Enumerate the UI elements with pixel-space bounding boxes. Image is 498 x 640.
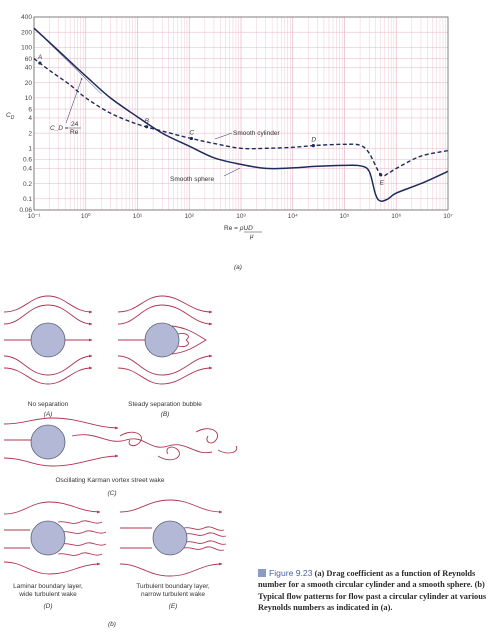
caption-d-1: Laminar boundary layer,: [13, 583, 83, 590]
y-tick-label: 40: [25, 65, 33, 72]
cylinder-leader: [214, 132, 233, 140]
letter-e: (E): [169, 603, 178, 610]
panel-a-label: (a): [234, 264, 242, 271]
flow-panel-b: [117, 295, 213, 385]
plot-frame: [33, 16, 449, 211]
y-tick-label: 6: [28, 106, 32, 113]
flow-panel-d: [3, 501, 107, 575]
annotation-label: E: [380, 180, 385, 187]
x-tick-label: 10¹: [133, 213, 143, 220]
y-tick-label: 60: [25, 56, 33, 63]
annotation-point: [311, 143, 315, 148]
stokes-leader: [65, 77, 83, 124]
x-tick-label: 10⁷: [443, 213, 453, 220]
annotation-point: [38, 61, 42, 65]
sphere-leader: [223, 167, 241, 177]
x-tick-label: 10⁰: [81, 212, 91, 220]
annotation-label: D: [311, 137, 316, 144]
y-tick-label: 0.4: [23, 166, 32, 173]
x-tick-label: 10²: [185, 213, 195, 220]
stokes-den: Re: [70, 129, 79, 136]
caption-square-icon: [258, 569, 266, 577]
caption-d-2: wide turbulent wake: [18, 591, 77, 598]
cylinder-body: [144, 322, 180, 358]
y-tick-label: 0.2: [23, 181, 32, 188]
caption-e-2: narrow turbulent wake: [141, 591, 205, 598]
cylinder-body: [152, 520, 188, 556]
y-tick-labels: 400 200 100 60 40 20 10 6 4 2 1 0.6 0.4 0.2 0.1 0.06: [19, 14, 32, 214]
cylinder-body: [30, 322, 66, 358]
caption-c: Oscillating Karman vortex street wake: [55, 477, 164, 484]
stokes-lhs: C_D =: [50, 125, 69, 132]
y-tick-label: 0.1: [23, 196, 32, 203]
figure-caption: Figure 9.23 (a) Drag coefficient as a fu…: [258, 568, 494, 614]
y-tick-label: 100: [21, 45, 32, 52]
annotation-point: [379, 173, 383, 177]
caption-b: Steady separation bubble: [128, 401, 202, 408]
x-axis-label: Re = ρUD: [224, 225, 253, 232]
series-lines: [33, 27, 449, 203]
caption-a: No separation: [28, 401, 69, 408]
flow-panel-a: [3, 295, 93, 385]
x-tick-labels: 10⁻¹ 10⁰ 10¹ 10² 10³ 10⁴ 10⁵ 10⁶ 10⁷: [28, 212, 454, 220]
x-tick-label: 10⁵: [340, 213, 350, 220]
figure-number: Figure 9.23: [269, 568, 313, 578]
flow-captions: No separation (A) Steady separation bubb…: [13, 401, 210, 628]
point-annotations: A B C D E: [37, 54, 385, 187]
annotation-point: [189, 136, 193, 141]
caption-text: (a) Drag coefficient as a function of Re…: [258, 569, 487, 613]
x-tick-label: 10⁴: [288, 213, 298, 220]
letter-a: (A): [44, 411, 53, 418]
series-line-2: [33, 28, 102, 95]
annotation-label: C: [189, 129, 194, 136]
y-tick-label: 20: [25, 80, 33, 87]
x-axis-label-den: μ: [249, 233, 254, 240]
series-line-1: [33, 27, 449, 203]
y-tick-label: 400: [21, 14, 32, 21]
annotation-label: B: [145, 118, 150, 125]
letter-c: (C): [107, 490, 116, 497]
y-tick-label: 200: [21, 29, 32, 36]
y-tick-label: 10: [25, 95, 33, 102]
sphere-label: Smooth sphere: [170, 176, 214, 183]
x-tick-label: 10⁻¹: [28, 213, 42, 220]
caption-e-1: Turbulent boundary layer,: [136, 583, 210, 590]
series-line-0: [33, 58, 449, 177]
panel-b-label: (b): [108, 621, 116, 628]
x-tick-label: 10³: [236, 213, 246, 220]
drag-coefficient-chart: 10⁻¹ 10⁰ 10¹ 10² 10³ 10⁴ 10⁵ 10⁶ 10⁷ 40020010060…: [6, 14, 453, 271]
annotation-label: A: [37, 54, 42, 61]
y-axis-label: CD: [6, 112, 15, 121]
y-tick-label: 4: [28, 115, 32, 122]
flow-patterns: [3, 295, 238, 577]
y-tick-label: 2: [28, 130, 32, 137]
annotation-point: [145, 125, 149, 129]
stokes-num: 24: [71, 121, 79, 128]
cylinder-body: [30, 520, 66, 556]
y-tick-label: 0.6: [23, 157, 32, 164]
letter-b: (B): [161, 411, 170, 418]
cylinder-label: Smooth cylinder: [233, 130, 280, 137]
y-tick-label: 1: [28, 146, 32, 153]
x-tick-label: 10⁶: [391, 213, 401, 220]
chart-grid: [33, 16, 448, 211]
flow-panel-c: [3, 417, 238, 467]
letter-d: (D): [43, 603, 52, 610]
flow-panel-e: [119, 499, 227, 577]
stokes-annotation: C_D = 24 Re: [50, 77, 83, 136]
cylinder-body: [30, 424, 66, 460]
y-tick-label: 0.06: [19, 207, 32, 214]
